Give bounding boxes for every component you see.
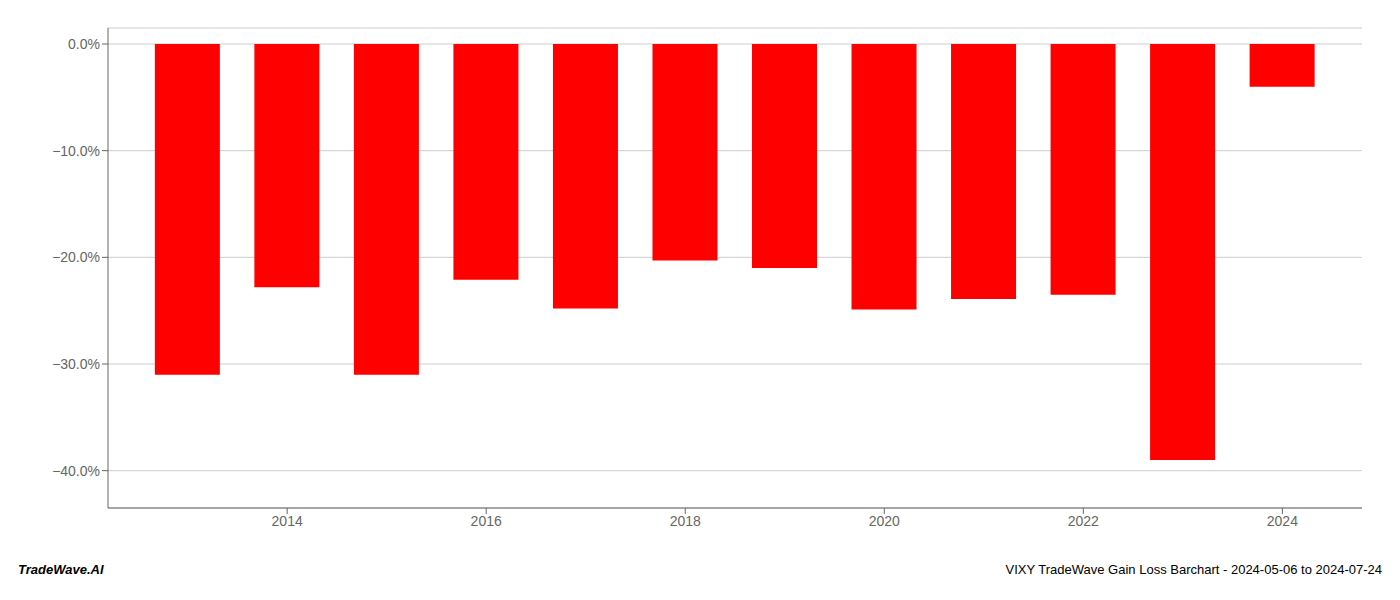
svg-text:−20.0%: −20.0% bbox=[52, 249, 100, 265]
svg-text:2014: 2014 bbox=[272, 513, 303, 529]
svg-text:−10.0%: −10.0% bbox=[52, 143, 100, 159]
html-text:VIXY TradeWave Gain Loss Barch: VIXY TradeWave Gain Loss Barchart - 2024… bbox=[1005, 562, 1382, 577]
svg-text:0.0%: 0.0% bbox=[68, 36, 100, 52]
svg-text:2018: 2018 bbox=[670, 513, 701, 529]
svg-text:2024: 2024 bbox=[1267, 513, 1298, 529]
svg-text:2022: 2022 bbox=[1068, 513, 1099, 529]
html-text:TradeWave.AI: TradeWave.AI bbox=[18, 562, 104, 577]
svg-text:2020: 2020 bbox=[869, 513, 900, 529]
svg-text:−40.0%: −40.0% bbox=[52, 463, 100, 479]
svg-text:−30.0%: −30.0% bbox=[52, 356, 100, 372]
svg-text:2016: 2016 bbox=[471, 513, 502, 529]
